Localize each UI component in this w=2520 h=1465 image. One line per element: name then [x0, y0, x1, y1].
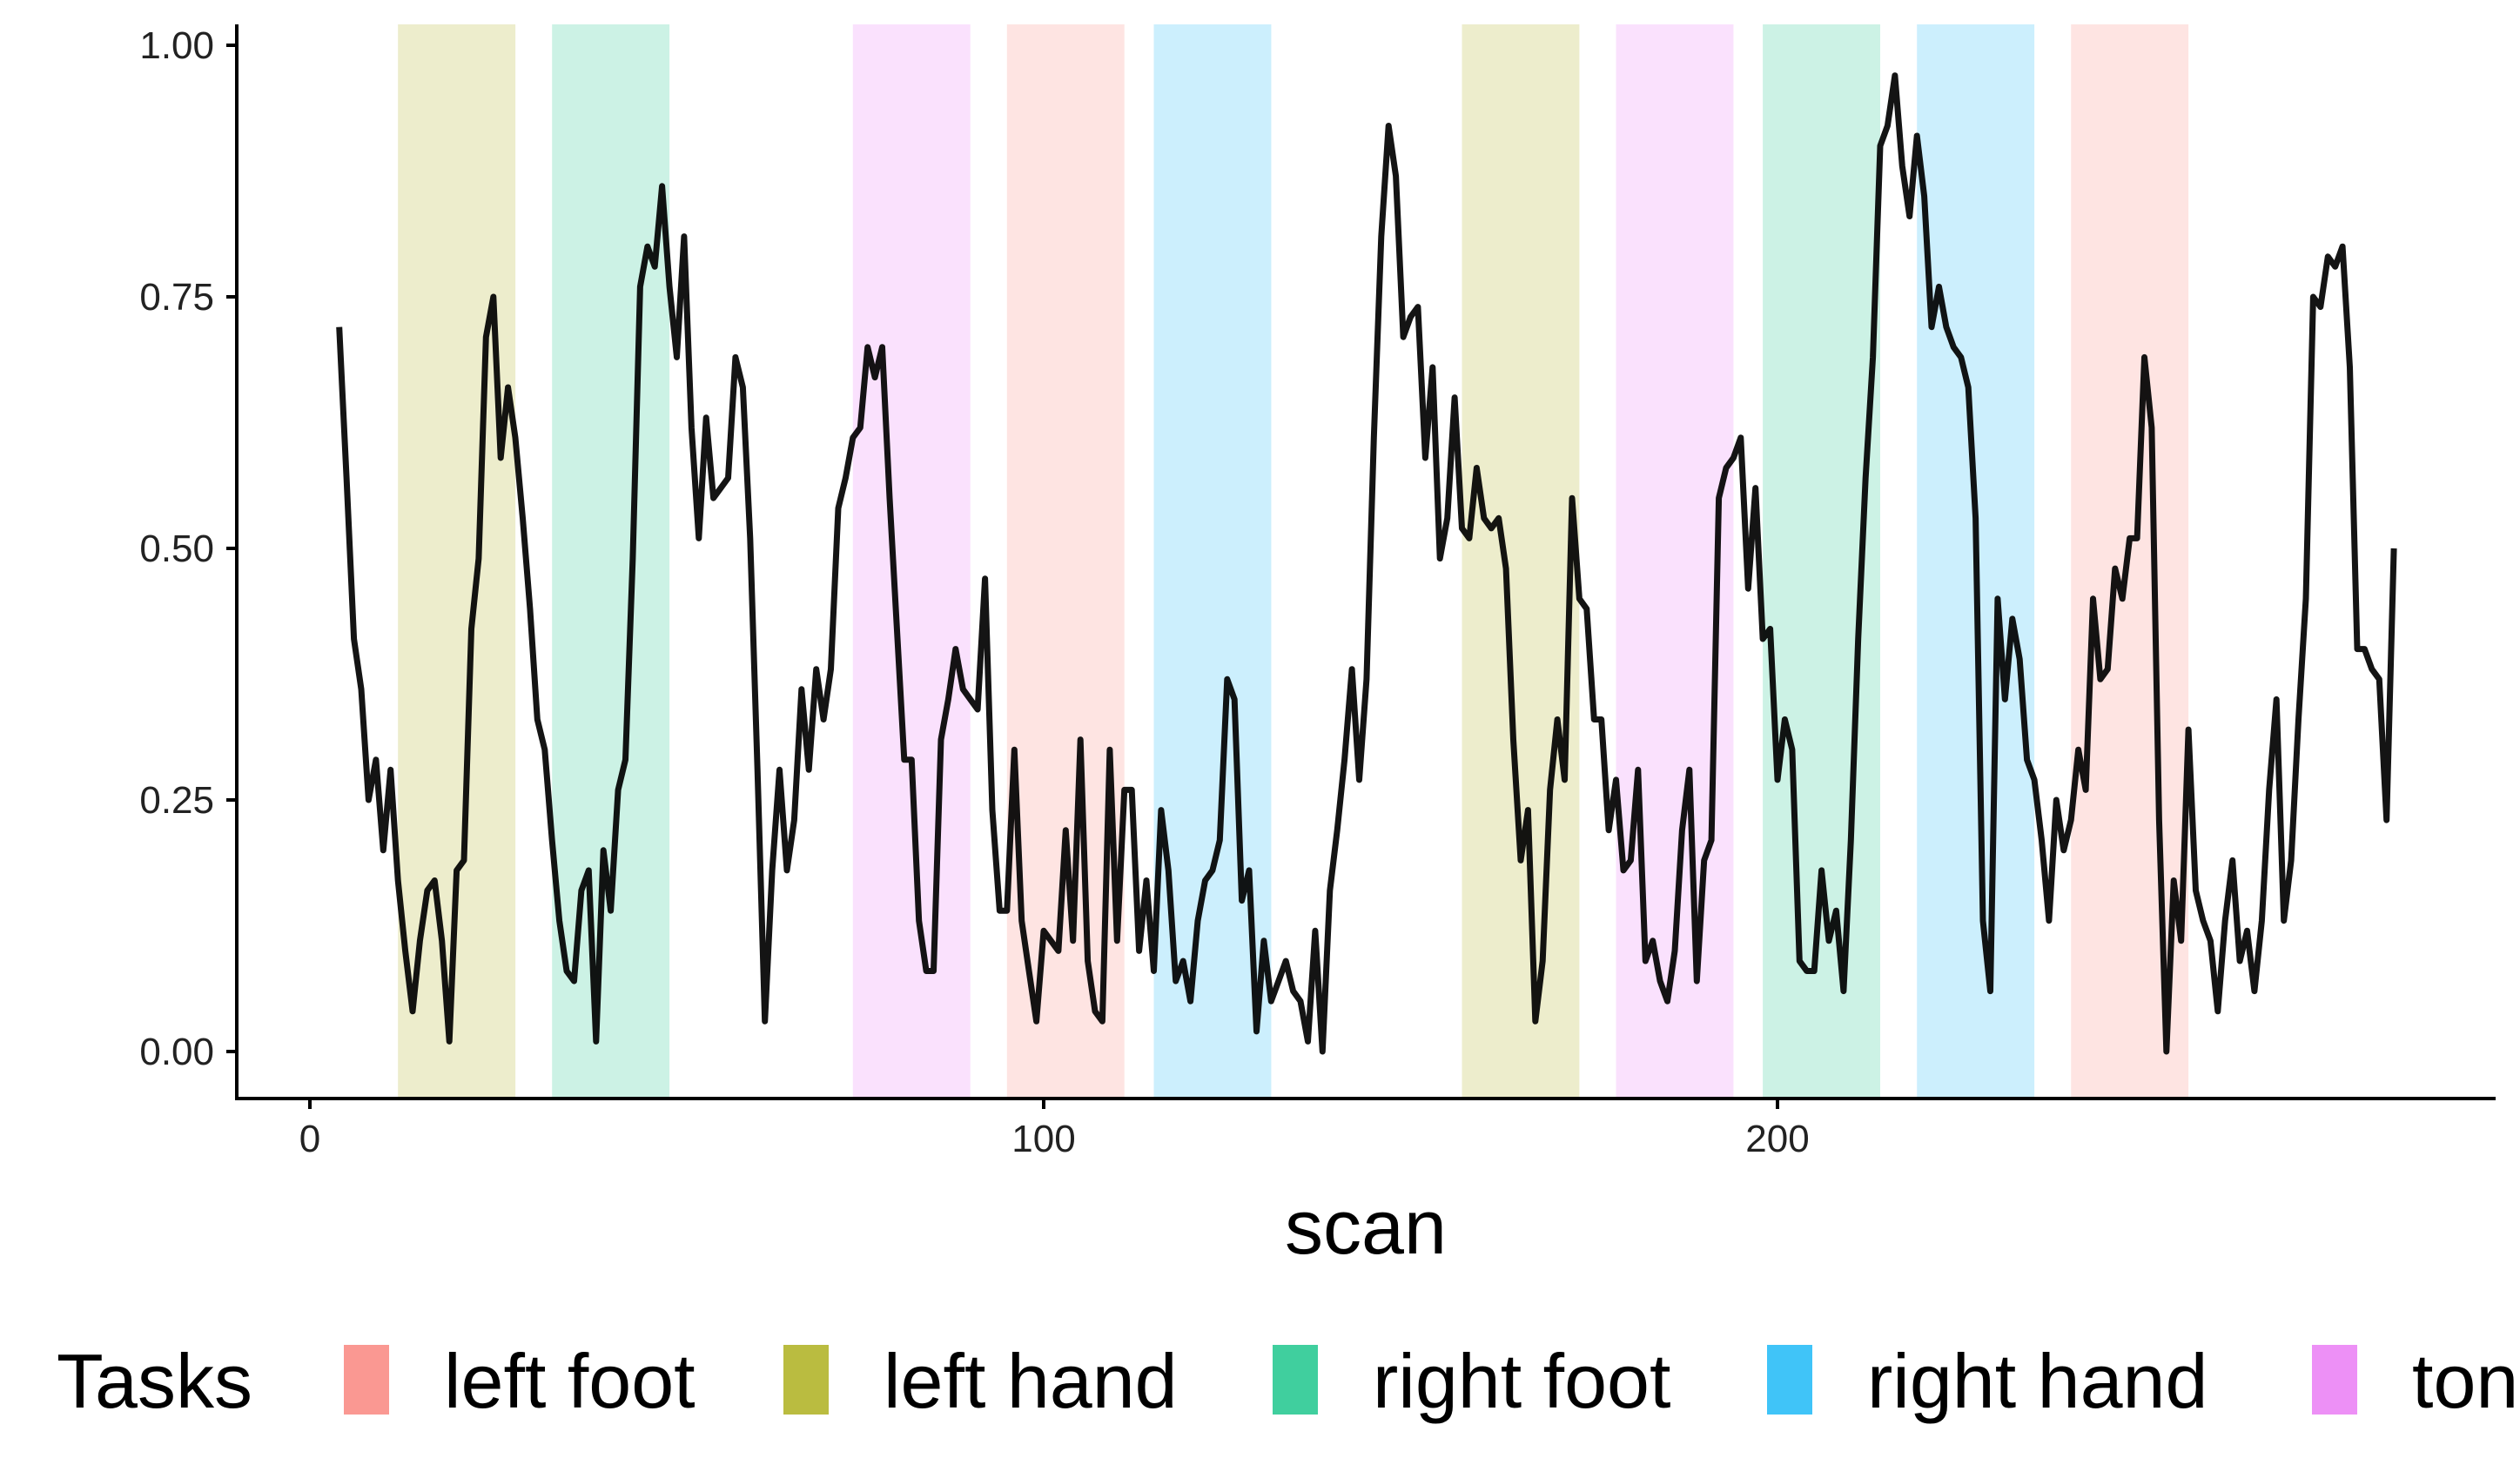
series-line-signal [336, 72, 2397, 1055]
legend-label-left-foot: left foot [444, 1338, 696, 1424]
x-tick-label: 200 [1745, 1118, 1809, 1160]
axes [235, 24, 2496, 1100]
legend-key-right-hand [1767, 1345, 1812, 1415]
legend-title: Tasks [57, 1338, 252, 1424]
task-block-left-hand [1462, 24, 1580, 1097]
legend-key-tongue [2312, 1345, 2357, 1415]
task-block-tongue [852, 24, 971, 1097]
legend-label-tongue: tongue [2412, 1338, 2520, 1424]
y-tick-label: 0.25 [139, 779, 214, 822]
y-ticks: 0.00 0.25 0.50 0.75 1.00 [139, 24, 237, 1073]
legend-key-left-hand [783, 1345, 829, 1415]
y-tick-label: 1.00 [139, 24, 214, 67]
task-block-right-foot [552, 24, 670, 1097]
legend-key-left-foot [344, 1345, 389, 1415]
legend-label-right-foot: right foot [1373, 1338, 1670, 1424]
task-blocks [398, 24, 2189, 1097]
series-layer [336, 72, 2397, 1055]
x-tick-label: 0 [299, 1118, 320, 1160]
y-tick-label: 0.75 [139, 276, 214, 319]
x-tick-label: 100 [1011, 1118, 1075, 1160]
x-axis-title: scan [1285, 1184, 1447, 1270]
legend-label-left-hand: left hand [884, 1338, 1178, 1424]
legend-key-right-foot [1273, 1345, 1318, 1415]
y-tick-label: 0.50 [139, 528, 214, 570]
y-tick-label: 0.00 [139, 1031, 214, 1073]
legend-label-right-hand: right hand [1867, 1338, 2208, 1424]
x-ticks: 0 100 200 [299, 1099, 1810, 1160]
legend: Tasks left foot left hand right foot right … [57, 1338, 2520, 1424]
